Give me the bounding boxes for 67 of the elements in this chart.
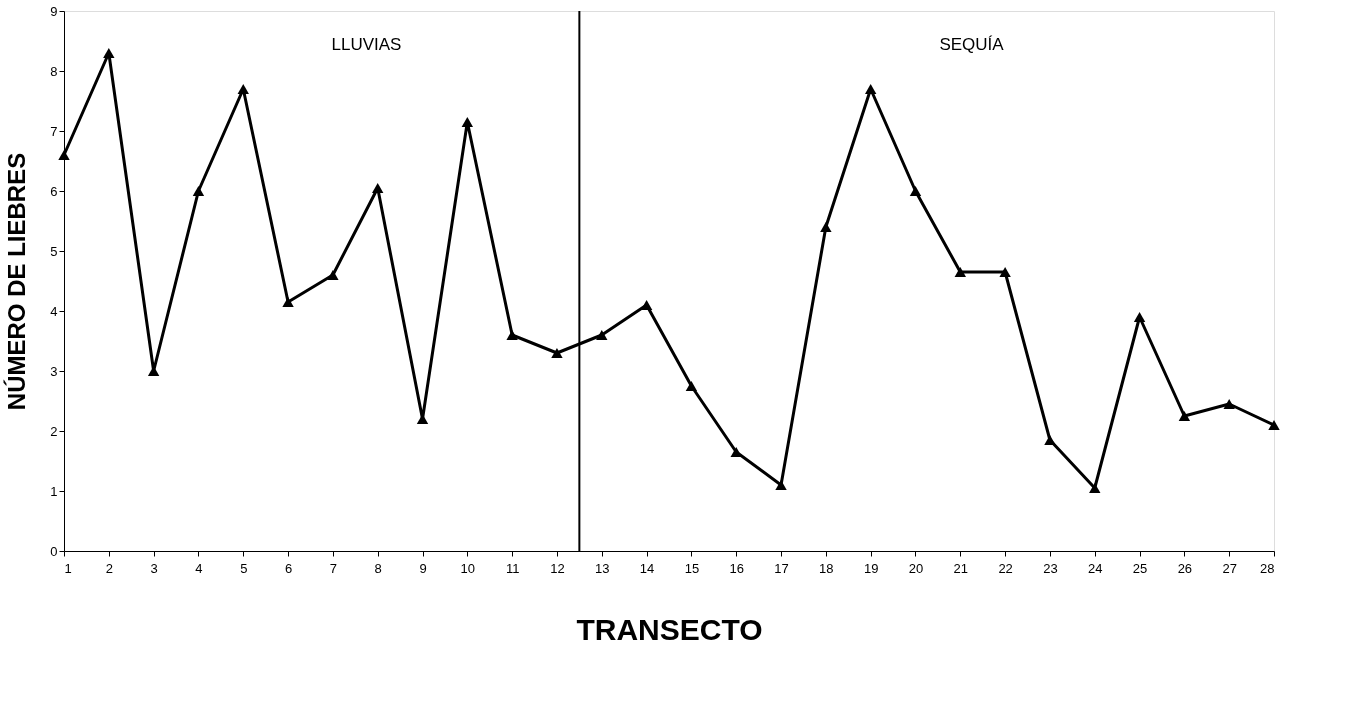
point (282, 297, 294, 307)
x-tick-label: 14 (639, 560, 655, 576)
point (1178, 411, 1191, 421)
point (954, 267, 966, 277)
x-axis-title: TRANSECTO (576, 612, 763, 646)
y-tick-label: 3 (50, 363, 58, 379)
annotation: LLUVIAS (331, 35, 402, 54)
y-tick-label: 1 (50, 483, 58, 499)
x-tick-label: 15 (684, 560, 700, 576)
point (999, 267, 1011, 277)
x-tick-label: 9 (419, 560, 427, 576)
x-tick-label: 17 (774, 560, 789, 576)
point (103, 48, 115, 58)
y-axis-title: NÚMERO DE LIEBRES (3, 152, 31, 411)
x-tick-label: 3 (150, 560, 158, 576)
y-tick-label: 5 (50, 243, 58, 259)
x-tick-label: 16 (729, 560, 744, 576)
point (1089, 483, 1101, 493)
point (909, 186, 922, 196)
x-tick-label: 1 (64, 560, 72, 576)
x-tick-label: 27 (1222, 560, 1237, 576)
x-tick-label: 4 (195, 560, 203, 576)
y-tick-label: 2 (50, 423, 58, 439)
point (192, 186, 205, 196)
point (1044, 435, 1056, 445)
x-tick-label: 19 (863, 560, 879, 576)
x-tick-label: 8 (374, 560, 382, 576)
x-tick-label: 11 (505, 560, 520, 576)
point (1223, 399, 1235, 409)
point (58, 150, 70, 160)
x-tick-label: 26 (1177, 560, 1193, 576)
point (461, 117, 474, 127)
x-tick-label: 21 (953, 560, 969, 576)
x-tick-label: 10 (460, 560, 476, 576)
point (820, 222, 832, 232)
point (596, 330, 608, 340)
point (237, 84, 249, 94)
annotation: SEQUÍA (939, 35, 1005, 54)
x-tick-label: 24 (1088, 560, 1103, 576)
x-tick-label: 12 (550, 560, 565, 576)
y-tick-label: 9 (50, 3, 58, 19)
x-tick-label: 5 (240, 560, 248, 576)
x-tick-label: 22 (998, 560, 1013, 576)
point (372, 183, 384, 193)
point (685, 381, 698, 391)
point (1268, 420, 1280, 430)
y-tick-label: 6 (50, 183, 58, 199)
x-tick-label: 28 (1260, 560, 1275, 576)
x-tick-label: 2 (105, 560, 113, 576)
x-tick-label: 25 (1132, 560, 1148, 576)
y-tick-label: 4 (50, 303, 58, 319)
point (551, 348, 563, 358)
point (1133, 312, 1146, 322)
y-tick-label: 8 (50, 63, 58, 79)
x-tick-label: 18 (819, 560, 834, 576)
point (327, 270, 339, 280)
point (730, 447, 742, 457)
x-tick-label: 7 (329, 560, 338, 576)
x-tick-label: 13 (595, 560, 610, 576)
x-tick-label: 6 (284, 560, 293, 576)
y-tick-label: 0 (50, 543, 58, 559)
point (864, 84, 877, 94)
point (775, 480, 787, 490)
x-tick-label: 20 (908, 560, 924, 576)
point (506, 330, 518, 340)
y-tick-label: 7 (50, 123, 58, 139)
x-tick-label: 23 (1043, 560, 1058, 576)
